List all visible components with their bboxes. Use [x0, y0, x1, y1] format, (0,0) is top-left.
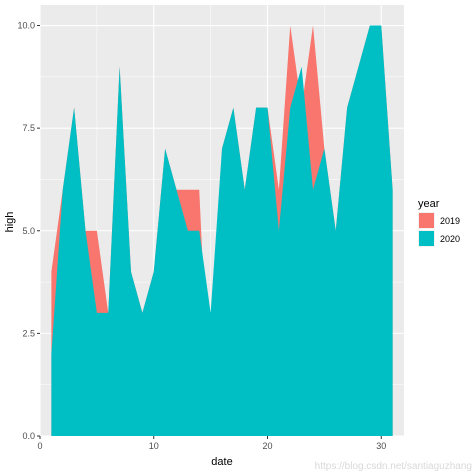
y-tick-label: 2.5 [22, 328, 35, 338]
area-series-2020 [51, 25, 393, 437]
legend: year 2019 2020 [418, 198, 460, 247]
watermark: https://blog.csdn.net/santiaguzhang [315, 461, 472, 472]
x-tick-label: 20 [262, 441, 272, 451]
legend-swatch-2019 [419, 213, 434, 228]
y-tick-label: 5.0 [22, 226, 35, 236]
legend-label-2020: 2020 [440, 234, 460, 244]
x-tick-label: 0 [37, 441, 42, 451]
y-tick-label: 7.5 [22, 123, 35, 133]
legend-label-2019: 2019 [440, 216, 460, 226]
y-tick-label: 0.0 [22, 431, 35, 441]
legend-swatch-2020 [419, 231, 434, 246]
legend-items: 2019 2020 [418, 212, 460, 247]
x-tick-label: 10 [149, 441, 159, 451]
x-axis-title: date [211, 456, 232, 468]
y-axis-title: high [4, 212, 16, 233]
legend-title: year [418, 198, 440, 210]
area-series [51, 25, 393, 437]
x-axis: 0 10 20 30 [37, 436, 386, 451]
y-axis: 0.0 2.5 5.0 7.5 10.0 [17, 21, 40, 441]
y-tick-label: 10.0 [17, 21, 35, 31]
x-tick-label: 30 [376, 441, 386, 451]
